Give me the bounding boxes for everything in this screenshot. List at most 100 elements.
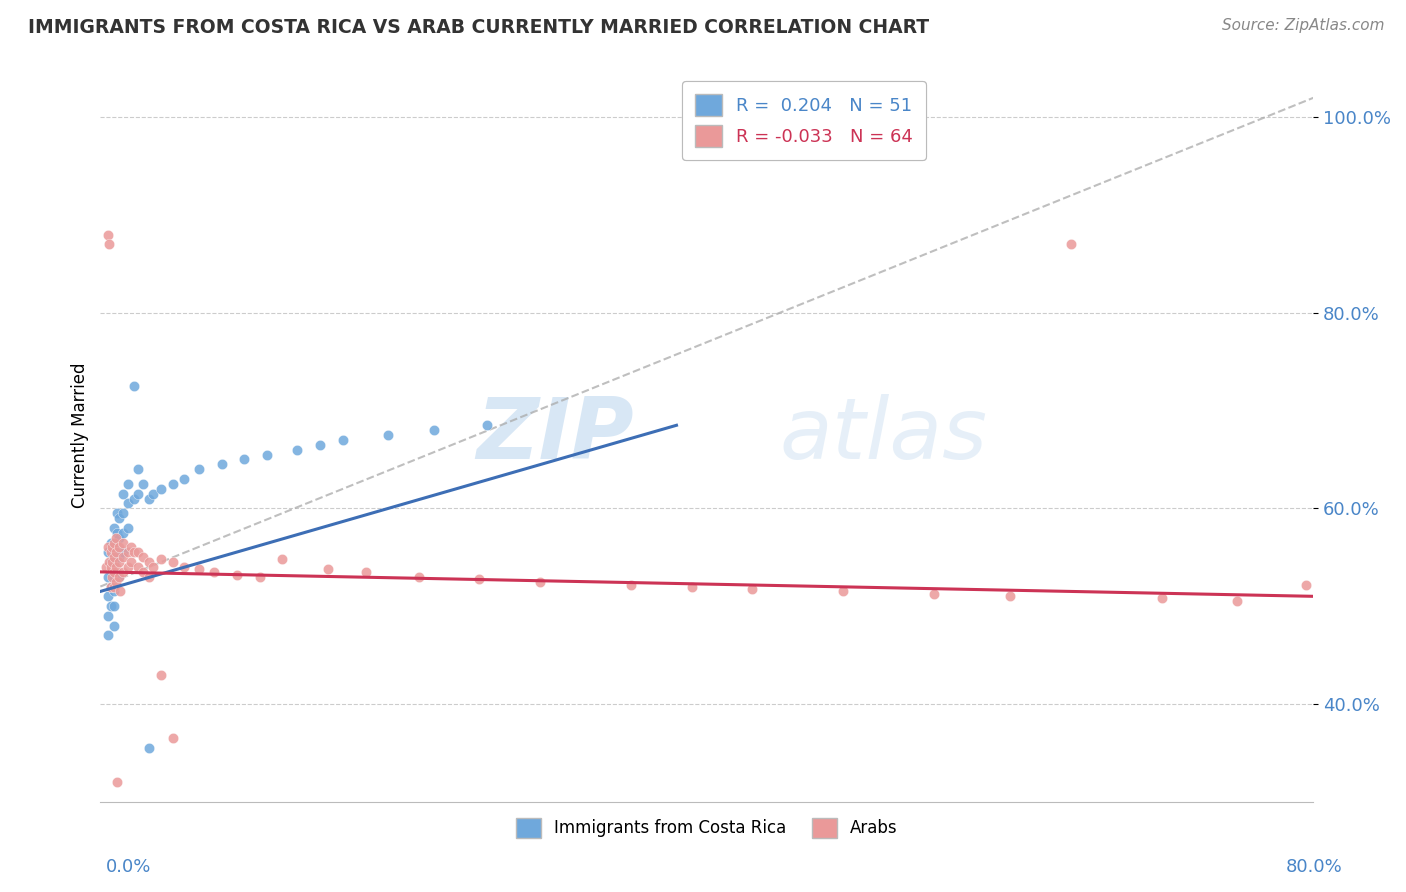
Point [122, 379, 145, 393]
Point [101, 541, 124, 555]
Point [316, 562, 339, 576]
Point [832, 584, 855, 599]
Point [741, 582, 763, 596]
Text: IMMIGRANTS FROM COSTA RICA VS ARAB CURRENTLY MARRIED CORRELATION CHART: IMMIGRANTS FROM COSTA RICA VS ARAB CURRE… [28, 18, 929, 37]
Point [104, 545, 127, 559]
Point [1226, 594, 1249, 608]
Point [103, 618, 125, 632]
Point [187, 462, 209, 476]
Point [101, 570, 124, 584]
Point [97, 570, 120, 584]
Point [100, 580, 122, 594]
Point [225, 567, 247, 582]
Text: atlas: atlas [779, 393, 987, 476]
Point [97, 545, 120, 559]
Point [107, 550, 129, 565]
Point [138, 555, 160, 569]
Point [103, 535, 125, 549]
Point [408, 570, 430, 584]
Point [132, 477, 155, 491]
Point [120, 541, 142, 555]
Point [475, 418, 498, 433]
Point [529, 574, 551, 589]
Point [107, 541, 129, 555]
Text: 0.0%: 0.0% [105, 858, 150, 876]
Point [249, 570, 271, 584]
Point [681, 580, 703, 594]
Point [117, 545, 139, 559]
Point [309, 438, 332, 452]
Point [162, 555, 184, 569]
Point [104, 531, 127, 545]
Point [122, 545, 145, 559]
Point [101, 555, 124, 569]
Point [103, 565, 125, 579]
Point [112, 486, 135, 500]
Point [423, 423, 446, 437]
Point [97, 541, 120, 555]
Point [107, 570, 129, 584]
Point [108, 584, 131, 599]
Point [103, 584, 125, 599]
Point [100, 560, 122, 574]
Point [173, 560, 195, 574]
Point [132, 565, 155, 579]
Point [105, 775, 128, 789]
Point [107, 531, 129, 545]
Point [100, 599, 122, 613]
Point [103, 555, 125, 569]
Point [103, 550, 125, 565]
Point [922, 587, 945, 601]
Point [150, 667, 173, 681]
Point [100, 535, 122, 549]
Point [104, 560, 127, 574]
Point [998, 590, 1021, 604]
Point [211, 458, 233, 472]
Point [150, 552, 173, 566]
Point [132, 550, 155, 565]
Point [271, 552, 294, 566]
Point [96, 560, 118, 574]
Point [332, 433, 354, 447]
Point [377, 428, 399, 442]
Point [112, 565, 135, 579]
Point [138, 740, 160, 755]
Point [98, 555, 121, 569]
Point [620, 577, 643, 591]
Text: 80.0%: 80.0% [1286, 858, 1343, 876]
Point [100, 555, 122, 569]
Text: ZIP: ZIP [477, 393, 634, 476]
Point [287, 442, 309, 457]
Point [103, 580, 125, 594]
Point [120, 555, 142, 569]
Text: Source: ZipAtlas.com: Source: ZipAtlas.com [1222, 18, 1385, 33]
Point [162, 477, 184, 491]
Point [97, 608, 120, 623]
Point [103, 541, 125, 555]
Point [103, 599, 125, 613]
Point [122, 491, 145, 506]
Point [138, 491, 160, 506]
Point [105, 545, 128, 559]
Point [142, 486, 165, 500]
Point [233, 452, 256, 467]
Point [97, 628, 120, 642]
Point [100, 580, 122, 594]
Point [117, 560, 139, 574]
Point [354, 565, 377, 579]
Point [112, 550, 135, 565]
Point [138, 570, 160, 584]
Point [107, 511, 129, 525]
Point [112, 545, 135, 559]
Point [104, 574, 127, 589]
Point [105, 525, 128, 540]
Point [103, 570, 125, 584]
Point [112, 525, 135, 540]
Point [97, 590, 120, 604]
Point [127, 560, 149, 574]
Point [107, 555, 129, 569]
Point [100, 545, 122, 559]
Point [256, 448, 278, 462]
Point [117, 496, 139, 510]
Point [1060, 237, 1083, 252]
